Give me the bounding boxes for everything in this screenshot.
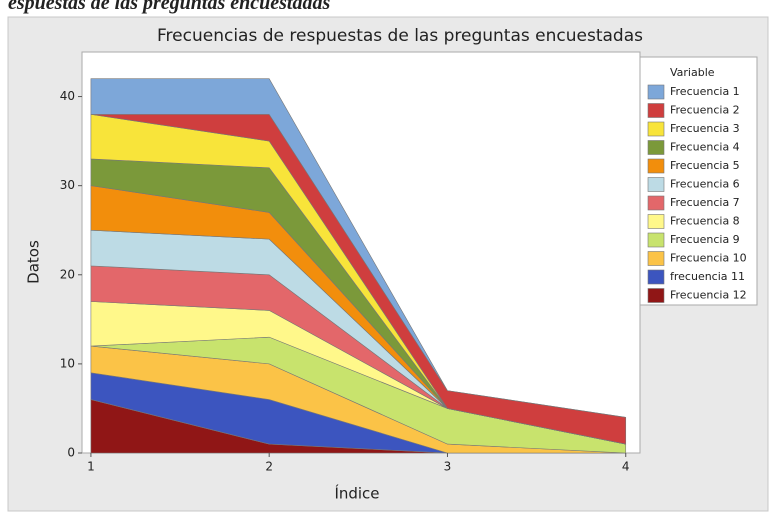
legend-label: Frecuencia 3 [670, 122, 740, 135]
x-axis-label: Índice [334, 484, 379, 503]
legend-swatch [647, 177, 665, 192]
caption: espuestas de las preguntas encuestadas [8, 0, 330, 14]
legend-swatch [647, 269, 665, 285]
x-tick-label: 2 [265, 460, 273, 474]
legend-swatch [647, 288, 665, 303]
legend-swatch [647, 140, 665, 155]
y-axis-label: Datos [25, 240, 43, 284]
legend-title: Variable [670, 66, 715, 79]
legend-label: frecuencia 11 [670, 270, 745, 283]
y-tick-label: 10 [60, 356, 75, 370]
x-tick-label: 1 [87, 460, 95, 474]
y-tick-label: 20 [60, 267, 75, 281]
legend-label: Frecuencia 6 [670, 178, 740, 191]
legend-label: Frecuencia 12 [670, 289, 747, 302]
legend-label: Frecuencia 10 [670, 252, 747, 265]
legend-label: Frecuencia 8 [670, 215, 740, 228]
x-tick-label: 3 [444, 460, 452, 474]
legend-swatch [647, 251, 665, 266]
legend-swatch [647, 158, 665, 174]
legend-swatch [647, 214, 665, 229]
legend-label: Frecuencia 2 [670, 104, 740, 117]
legend-label: Frecuencia 7 [670, 196, 740, 209]
legend-swatch [647, 84, 665, 100]
area [90, 78, 626, 418]
legend-swatch [647, 103, 665, 118]
legend-swatch [647, 195, 665, 211]
y-tick-label: 30 [60, 178, 75, 192]
legend-label: Frecuencia 9 [670, 233, 740, 246]
x-tick-label: 4 [622, 460, 630, 474]
y-tick-label: 40 [60, 89, 75, 103]
legend-swatch [647, 232, 665, 248]
chart-title: Frecuencias de respuestas de las pregunt… [157, 26, 643, 46]
legend-swatch [647, 121, 665, 137]
legend-label: Frecuencia 4 [670, 141, 740, 154]
legend-label: Frecuencia 5 [670, 159, 740, 172]
y-tick-label: 0 [67, 446, 75, 460]
legend-label: Frecuencia 1 [670, 85, 740, 98]
